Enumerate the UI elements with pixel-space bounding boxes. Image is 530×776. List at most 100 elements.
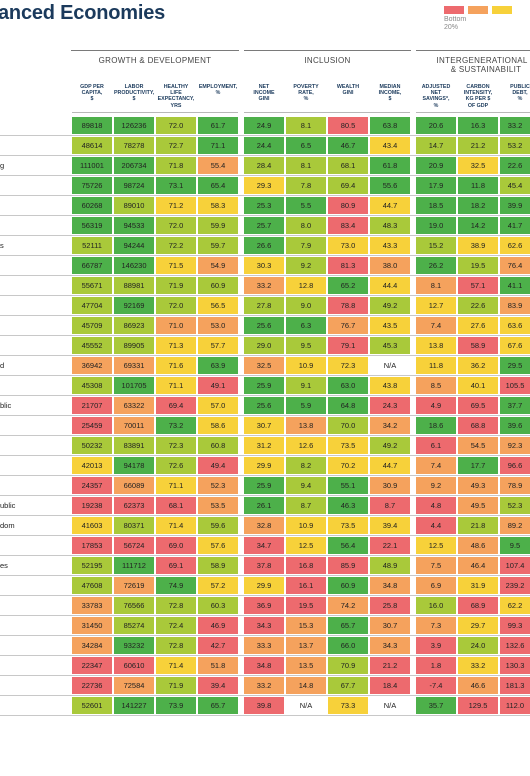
table-cell: 19.5 xyxy=(286,597,326,614)
table-cell: 34284 xyxy=(72,637,112,654)
table-cell: 16.3 xyxy=(458,117,498,134)
table-cell: 29.9 xyxy=(244,577,284,594)
table-cell: 101705 xyxy=(114,377,154,394)
table-cell: 9.4 xyxy=(286,477,326,494)
table-cell: 35.7 xyxy=(416,697,456,714)
table-cell: 85.9 xyxy=(328,557,368,574)
row-divider xyxy=(0,375,530,376)
table-cell: 37.7 xyxy=(500,397,530,414)
table-cell: 71.8 xyxy=(156,157,196,174)
table-cell: 70.9 xyxy=(328,657,368,674)
group-title-intergenerational: INTERGENERATIONAL E & SUSTAINABILIT xyxy=(436,56,530,74)
table-cell: 33783 xyxy=(72,597,112,614)
table-cell: 25.7 xyxy=(244,217,284,234)
table-cell: 32.5 xyxy=(244,357,284,374)
table-cell: 3.9 xyxy=(416,637,456,654)
column-header: ADJUSTED NET SAVINGS*, % xyxy=(421,84,451,109)
table-cell: 16.0 xyxy=(416,597,456,614)
table-cell: 26.1 xyxy=(244,497,284,514)
table-cell: 1.8 xyxy=(416,657,456,674)
table-cell: 58.6 xyxy=(198,417,238,434)
table-cell: 73.9 xyxy=(156,697,196,714)
table-cell: 62373 xyxy=(114,497,154,514)
table-cell: 7.5 xyxy=(416,557,456,574)
table-cell: 54.9 xyxy=(198,257,238,274)
table-row: 25459 70011 73.2 58.6 30.7 13.8 70.0 34.2 18.6 68… xyxy=(0,416,530,436)
table-row: 47608 72619 74.9 57.2 29.9 16.1 60.9 34.8 6.9 31.… xyxy=(0,576,530,596)
table-cell: 83.4 xyxy=(328,217,368,234)
table-cell: N/A xyxy=(299,701,313,710)
row-divider xyxy=(0,515,530,516)
row-divider xyxy=(0,595,530,596)
table-cell: 73.2 xyxy=(156,417,196,434)
table-row: 45552 89905 71.3 57.7 29.0 9.5 79.1 45.3 13.8 58.… xyxy=(0,336,530,356)
table-cell: 71.6 xyxy=(156,357,196,374)
table-cell: 38.9 xyxy=(458,237,498,254)
table-cell: 89818 xyxy=(72,117,112,134)
table-cell: 56319 xyxy=(72,217,112,234)
table-cell: 62.6 xyxy=(500,237,530,254)
country-name: dom xyxy=(0,521,15,530)
table-cell: 34.3 xyxy=(370,637,410,654)
table-cell: 31.9 xyxy=(458,577,498,594)
table-cell: 71.4 xyxy=(156,517,196,534)
table-cell: 32.8 xyxy=(244,517,284,534)
table-cell: 18.6 xyxy=(416,417,456,434)
table-cell: 24.3 xyxy=(370,397,410,414)
table-cell: 41.7 xyxy=(500,217,530,234)
table-row: d 36942 69331 71.6 63.9 32.5 10.9 72.3 N/A 11.8 36… xyxy=(0,356,530,376)
table-row: 17853 56724 69.0 57.6 34.7 12.5 56.4 22.1 12.5 48… xyxy=(0,536,530,556)
table-cell: 72.0 xyxy=(156,297,196,314)
table-cell: 72.6 xyxy=(156,457,196,474)
table-cell: 22.6 xyxy=(500,157,530,174)
row-divider xyxy=(0,615,530,616)
table-cell: 8.0 xyxy=(286,217,326,234)
table-row: 22347 60610 71.4 51.8 34.8 13.5 70.9 21.2 1.8 33.… xyxy=(0,656,530,676)
country-name: blic xyxy=(0,401,12,410)
table-cell: 206734 xyxy=(114,157,154,174)
table-cell: 111712 xyxy=(114,557,154,574)
table-cell: 76.7 xyxy=(328,317,368,334)
table-cell: 74.9 xyxy=(156,577,196,594)
table-cell: 13.8 xyxy=(416,337,456,354)
table-cell: 88981 xyxy=(114,277,154,294)
table-cell: 69331 xyxy=(114,357,154,374)
table-cell: 56.5 xyxy=(198,297,238,314)
row-divider xyxy=(0,415,530,416)
table-cell: 57.2 xyxy=(198,577,238,594)
column-header: PUBLIC DEBT, % xyxy=(510,84,530,103)
table-cell: 71.2 xyxy=(156,197,196,214)
table-cell: 14.7 xyxy=(416,137,456,154)
table-cell: 75726 xyxy=(72,177,112,194)
table-cell: 21.2 xyxy=(370,657,410,674)
table-cell: 33.2 xyxy=(244,677,284,694)
table-cell: 73.1 xyxy=(156,177,196,194)
table-cell: 48.9 xyxy=(370,557,410,574)
table-cell: 98724 xyxy=(114,177,154,194)
table-cell: 72.8 xyxy=(156,597,196,614)
table-cell: 141227 xyxy=(114,697,154,714)
group-line-growth xyxy=(71,50,239,51)
table-cell: 47608 xyxy=(72,577,112,594)
column-header: HEALTHY LIFE EXPECTANCY, YRS xyxy=(157,84,195,109)
table-cell: 42.7 xyxy=(198,637,238,654)
table-cell: 8.1 xyxy=(286,117,326,134)
table-cell: 73.5 xyxy=(328,517,368,534)
table-cell: 76566 xyxy=(114,597,154,614)
table-cell: 32.5 xyxy=(458,157,498,174)
table-cell: 239.2 xyxy=(500,577,530,594)
table-cell: 39.8 xyxy=(244,697,284,714)
table-cell: 29.9 xyxy=(244,457,284,474)
table-cell: 71.4 xyxy=(156,657,196,674)
table-cell: 46.6 xyxy=(458,677,498,694)
table-cell: 67.7 xyxy=(328,677,368,694)
table-cell: 49.2 xyxy=(370,297,410,314)
table-cell: 27.6 xyxy=(458,317,498,334)
table-cell: 46.4 xyxy=(458,557,498,574)
table-cell: 12.7 xyxy=(416,297,456,314)
table-cell: 49.1 xyxy=(198,377,238,394)
table-cell: 52195 xyxy=(72,557,112,574)
table-cell: 64.8 xyxy=(328,397,368,414)
group-line-inclusion xyxy=(244,50,411,51)
table-cell: 30.7 xyxy=(244,417,284,434)
